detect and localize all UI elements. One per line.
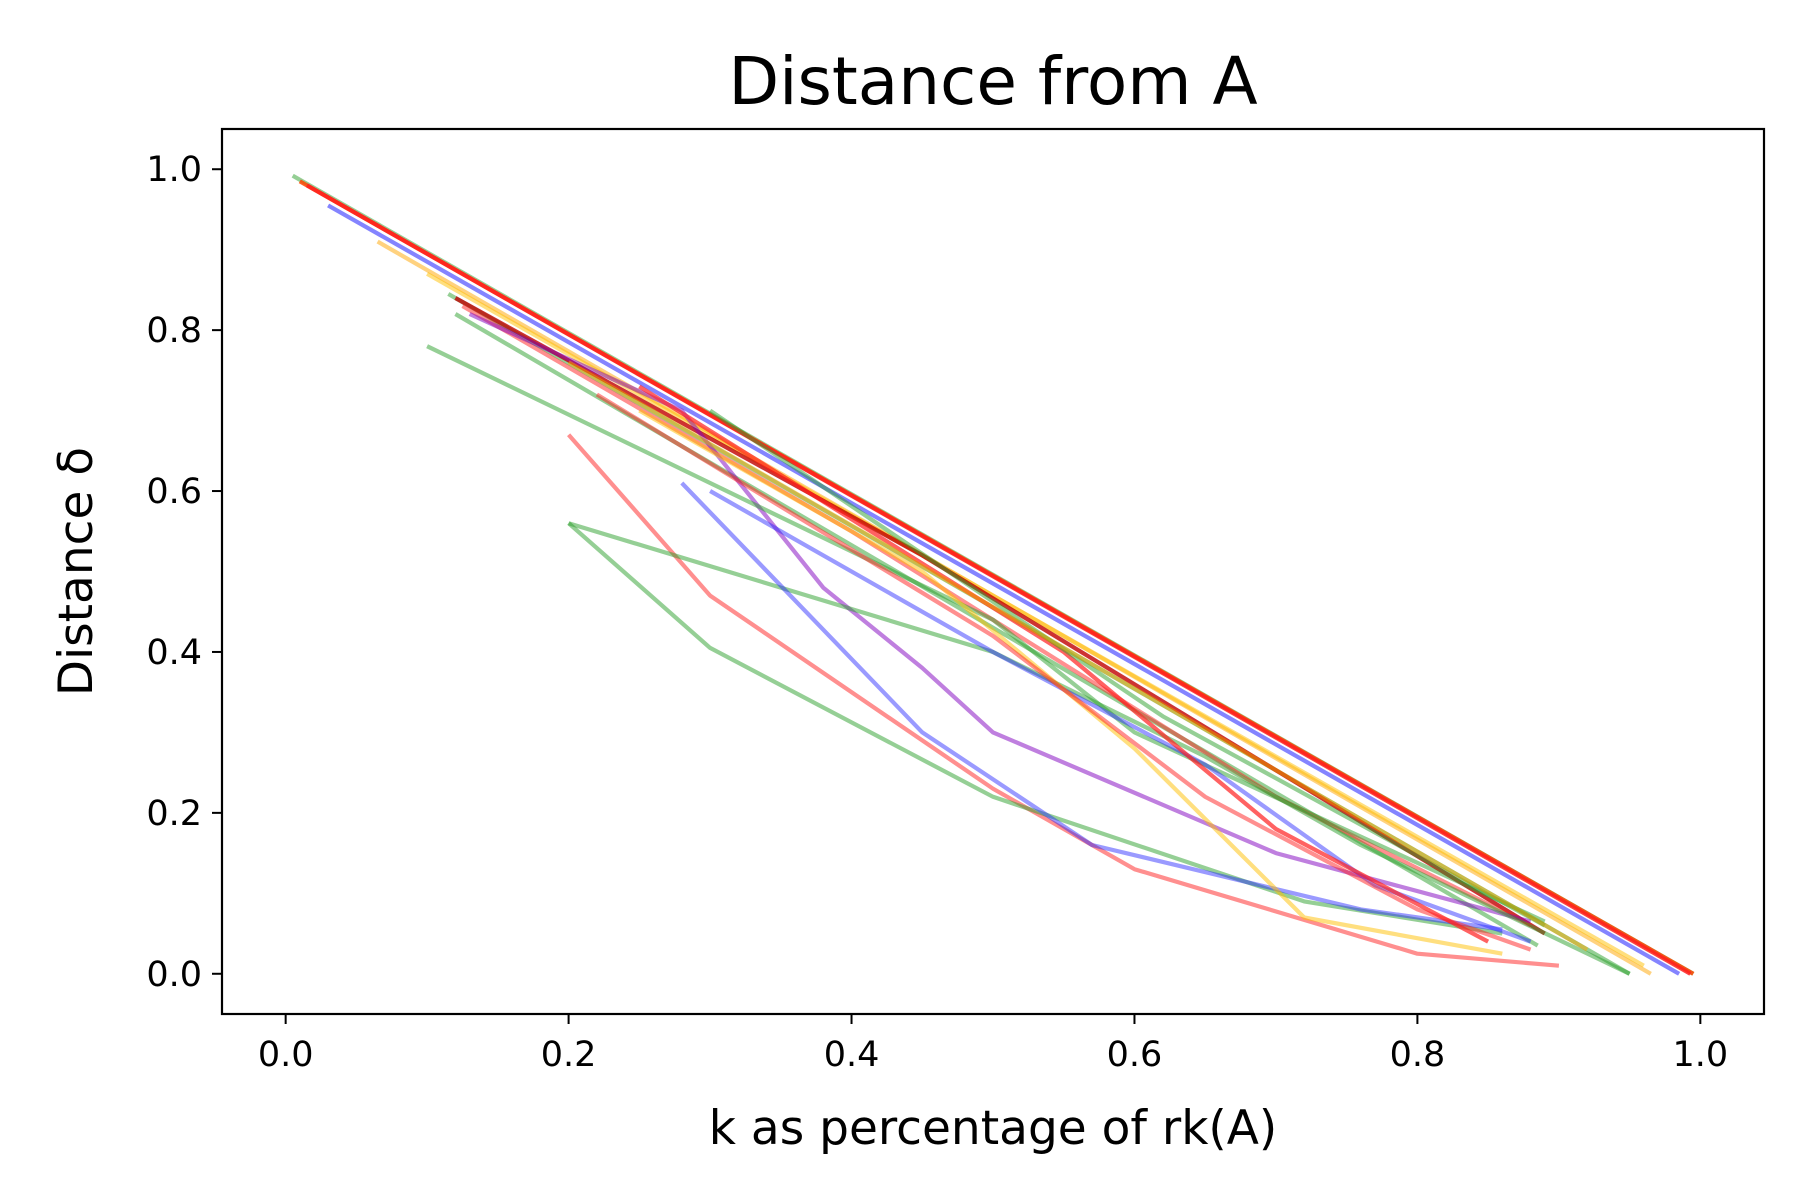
x-tick-label: 0.6 — [1107, 1035, 1163, 1075]
y-tick-label: 0.0 — [146, 955, 202, 995]
x-axis-label: k as percentage of rk(A) — [709, 1101, 1278, 1156]
series-line-11 — [468, 312, 1532, 924]
series-line-14 — [567, 521, 1503, 936]
y-tick-label: 0.4 — [146, 633, 202, 673]
series-line-3 — [305, 183, 1692, 976]
series-line-21 — [708, 408, 1546, 928]
series-group — [291, 173, 1695, 976]
y-axis-label: Distance δ — [49, 447, 104, 696]
series-line-12 — [426, 344, 1546, 924]
y-tick-label: 0.6 — [146, 472, 202, 512]
series-line-13 — [567, 433, 1560, 968]
y-tick-label: 0.8 — [146, 311, 202, 351]
chart-title: Distance from A — [728, 43, 1257, 120]
plot-area: 0.0 0.2 0.4 0.6 0.8 1.0 0.0 0.2 0.4 0.6 0.8 1.0 — [146, 127, 1766, 1075]
x-tick-label: 0.0 — [258, 1035, 314, 1075]
x-tick-label: 1.0 — [1673, 1035, 1729, 1075]
y-tick-label: 0.2 — [146, 794, 202, 834]
series-line-4 — [327, 203, 1681, 976]
x-tick-label: 0.8 — [1390, 1035, 1446, 1075]
series-line-18 — [638, 408, 1503, 956]
series-line-15 — [567, 521, 1631, 976]
plot-frame — [220, 127, 1766, 1016]
x-tick-label: 0.2 — [541, 1035, 597, 1075]
x-tick-label: 0.4 — [824, 1035, 880, 1075]
y-tick-label: 1.0 — [146, 150, 202, 190]
series-line-20 — [638, 384, 1490, 944]
series-line-16 — [680, 481, 1503, 932]
series-line-17 — [709, 489, 1532, 944]
series-line-22 — [567, 360, 1589, 952]
